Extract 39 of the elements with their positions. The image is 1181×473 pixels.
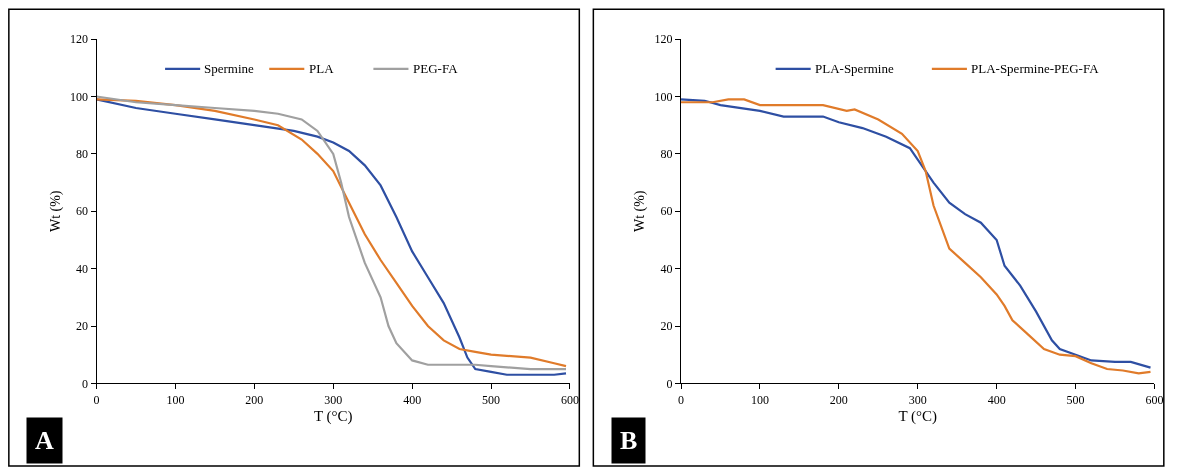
text: B	[620, 426, 638, 455]
y-axis-title: Wt (%)	[632, 190, 649, 233]
x-axis-title: T (°C)	[313, 407, 353, 425]
x-tick-label: 600	[560, 392, 579, 407]
y-tick-label: 80	[76, 147, 89, 162]
x-tick-label: 200	[245, 392, 264, 407]
x-tick-label: 0	[93, 392, 100, 407]
x-tick-label: 400	[987, 392, 1006, 407]
y-tick-label: 40	[660, 261, 673, 276]
y-tick-label: 0	[82, 376, 89, 391]
x-tick-label: 100	[750, 392, 769, 407]
y-tick-label: 60	[660, 204, 673, 219]
text: A	[35, 426, 54, 455]
y-axis-title: Wt (%)	[47, 190, 64, 233]
legend-label: PLA-Spermine	[815, 61, 894, 76]
legend-label: Spermine	[204, 61, 255, 76]
y-tick-label: 120	[70, 32, 89, 47]
y-tick-label: 20	[660, 319, 673, 334]
y-tick-label: 0	[666, 376, 673, 391]
y-tick-label: 40	[76, 261, 89, 276]
y-tick-label: 60	[76, 204, 89, 219]
x-tick-label: 500	[1066, 392, 1085, 407]
legend-label: PLA	[309, 61, 335, 76]
legend-label: PLA-Spermine-PEG-FA	[971, 61, 1100, 76]
x-tick-label: 200	[829, 392, 848, 407]
x-tick-label: 0	[678, 392, 685, 407]
x-tick-label: 600	[1145, 392, 1164, 407]
y-tick-label: 100	[654, 89, 673, 104]
y-tick-label: 20	[76, 319, 89, 334]
x-tick-label: 300	[324, 392, 343, 407]
x-axis-title: T (°C)	[898, 407, 938, 425]
y-tick-label: 80	[660, 147, 673, 162]
y-tick-label: 100	[70, 89, 89, 104]
legend-label: PEG-FA	[413, 61, 459, 76]
y-tick-label: 120	[654, 32, 673, 47]
x-tick-label: 300	[908, 392, 927, 407]
x-tick-label: 400	[403, 392, 422, 407]
x-tick-label: 500	[482, 392, 501, 407]
x-tick-label: 100	[166, 392, 185, 407]
